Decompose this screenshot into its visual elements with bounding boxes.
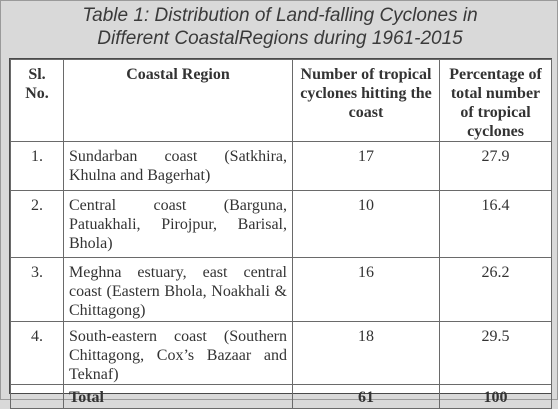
total-label: Total [63,384,293,409]
table-container: Sl. No. Coastal Region Number of tropica… [9,58,552,409]
row-region: South-eastern coast (Southern Chittagong… [63,321,293,385]
table-row: 3. Meghna estuary, east central coast (E… [10,257,552,322]
row-sl: 2. [10,190,64,258]
row-number: 17 [292,141,440,191]
row-sl: 3. [10,257,64,322]
row-region: Meghna estuary, east central coast (East… [63,257,293,322]
header-row: Sl. No. Coastal Region Number of tropica… [10,59,552,142]
total-row: Total 61 100 [10,384,552,409]
total-sl [10,384,64,409]
row-number: 16 [292,257,440,322]
row-region: Central coast (Barguna, Patuakhali, Piro… [63,190,293,258]
table-row: 4. South-eastern coast (Southern Chittag… [10,321,552,385]
caption-line-1: Table 1: Distribution of Land-falling Cy… [82,5,478,26]
row-percentage: 29.5 [439,321,552,385]
row-percentage: 26.2 [439,257,552,322]
header-sl: Sl. No. [10,59,64,142]
total-number: 61 [292,384,440,409]
header-region: Coastal Region [63,59,293,142]
row-percentage: 16.4 [439,190,552,258]
header-number: Number of tropical cyclones hitting the … [292,59,440,142]
cyclone-table: Sl. No. Coastal Region Number of tropica… [10,59,552,409]
row-number: 18 [292,321,440,385]
row-sl: 1. [10,141,64,191]
table-row: 2. Central coast (Barguna, Patuakhali, P… [10,190,552,258]
table-caption: Table 1: Distribution of Land-falling Cy… [1,4,558,50]
caption-line-2: Different CoastalRegions during 1961-201… [97,28,463,49]
header-percentage: Percentage of total number of tropical c… [439,59,552,142]
row-percentage: 27.9 [439,141,552,191]
table-row: 1. Sundarban coast (Satkhira, Khulna and… [10,141,552,191]
row-region: Sundarban coast (Satkhira, Khulna and Ba… [63,141,293,191]
total-percentage: 100 [439,384,552,409]
row-sl: 4. [10,321,64,385]
row-number: 10 [292,190,440,258]
